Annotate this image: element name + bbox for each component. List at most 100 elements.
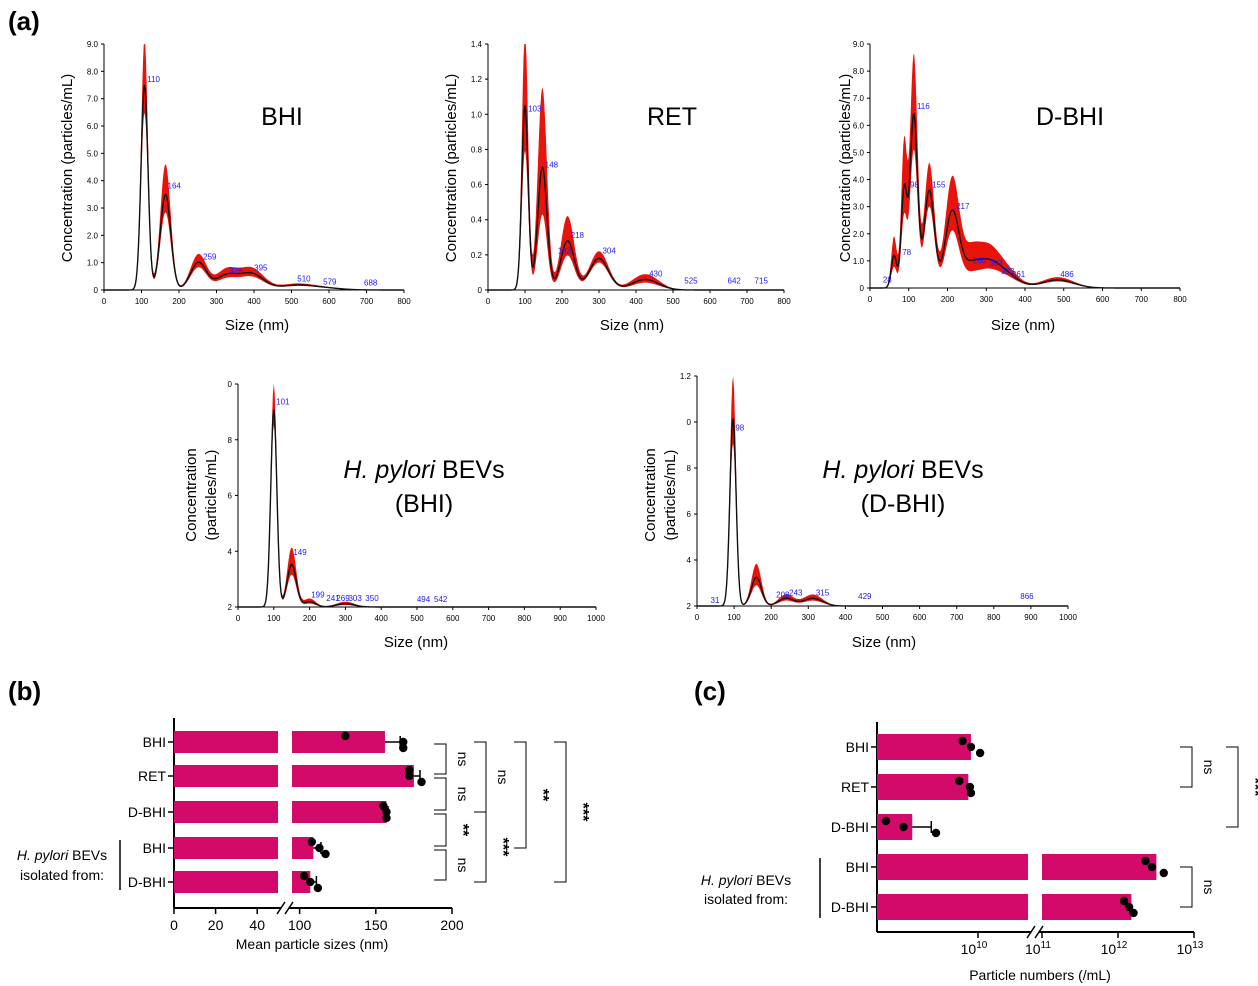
peak-label: 395: [254, 264, 268, 273]
y-tick-label: 6.0: [853, 121, 865, 130]
bar: [174, 801, 278, 823]
data-point: [899, 822, 908, 832]
y-tick-label: 0.2: [471, 251, 483, 260]
bar: [174, 765, 278, 787]
x-tick-label: 600: [322, 297, 336, 306]
peak-label: 241: [326, 594, 340, 603]
x-tick-label: 0: [486, 297, 491, 306]
data-point: [306, 877, 315, 887]
x-tick-label: 700: [740, 297, 754, 306]
peak-label: 217: [956, 202, 970, 211]
y-tick-label: 1.4: [471, 40, 483, 49]
x-tick-label: 900: [1024, 613, 1038, 622]
y-tick-label: 8: [687, 464, 692, 473]
significance-bracket: [1180, 866, 1193, 908]
x-tick-label: 800: [397, 297, 411, 306]
bar: [292, 731, 385, 753]
axis-break: [1026, 925, 1036, 939]
data-point: [881, 816, 891, 826]
x-tick-label: 500: [876, 613, 890, 622]
bar: [877, 734, 971, 760]
bar: [877, 854, 1028, 880]
y-axis-title: Concentration: [183, 448, 200, 541]
category-label: BHI: [846, 739, 869, 755]
bar: [1042, 894, 1132, 920]
peak-label: 430: [649, 269, 663, 278]
x-tick-label: 200: [303, 614, 317, 623]
x-tick-label: 200: [765, 613, 779, 622]
peak-label: 199: [311, 591, 325, 600]
sample-label: BHI: [261, 103, 303, 131]
x-tick-label: 0: [102, 297, 107, 306]
sample-label-line2: (D-BHI): [861, 490, 946, 518]
y-tick-label: 6.0: [87, 122, 99, 131]
peak-label: 642: [728, 276, 742, 285]
x-tick-label: 700: [1135, 295, 1149, 304]
data-point: [958, 736, 967, 746]
x-tick-label: 200: [440, 917, 464, 933]
peak-label: 688: [364, 279, 378, 288]
x-axis-title: Size (nm): [225, 317, 289, 334]
mean-curve: [697, 418, 1068, 607]
error-band: [238, 384, 596, 607]
peak-label: 260: [973, 256, 987, 265]
bar: [877, 894, 1028, 920]
x-tick-label: 40: [249, 917, 265, 933]
x-tick-label: 800: [987, 613, 1001, 622]
panel-label-b: (b): [8, 676, 41, 706]
data-point: [307, 837, 317, 847]
x-axis-title: Size (nm): [384, 634, 448, 651]
x-axis-title: Size (nm): [991, 317, 1055, 334]
x-tick-label: 100: [902, 295, 916, 304]
y-tick-label: 6: [228, 492, 233, 501]
data-point: [341, 731, 350, 741]
x-tick-label: 700: [950, 613, 964, 622]
x-tick-label: 300: [210, 297, 224, 306]
y-axis-title-line2: (particles/mL): [203, 450, 220, 541]
peak-label: 116: [917, 102, 930, 111]
data-point: [1159, 868, 1168, 878]
y-tick-label: 8: [228, 436, 233, 445]
y-tick-label: 4.0: [87, 177, 99, 186]
y-tick-label: 1.0: [87, 259, 99, 268]
data-point: [966, 742, 976, 752]
peak-label: 149: [293, 548, 307, 557]
significance-bracket: [434, 743, 447, 775]
x-tick-label: 200: [172, 297, 186, 306]
peak-label: 148: [545, 161, 559, 170]
x-tick-label: 500: [285, 297, 299, 306]
x-axis-title: Particle numbers (/mL): [969, 967, 1111, 983]
x-axis-title: Mean particle sizes (nm): [236, 936, 389, 952]
mean-curve: [238, 409, 596, 608]
y-axis-title: Concentration (particles/mL): [443, 74, 460, 262]
x-tick-label: 200: [941, 295, 955, 304]
x-tick-label: 0: [695, 613, 700, 622]
significance-bracket: [1180, 746, 1193, 788]
peak-label: 510: [297, 275, 311, 284]
peak-label: 542: [434, 595, 448, 604]
category-label: D-BHI: [831, 899, 869, 915]
peak-label: 103: [528, 104, 542, 113]
data-point: [1119, 896, 1129, 906]
mean-curve: [104, 84, 404, 291]
peak-label: 98: [735, 424, 744, 433]
y-tick-label: 1.2: [471, 75, 483, 84]
significance-label: ***: [574, 803, 591, 822]
y-tick-label: 4: [228, 547, 233, 556]
significance-bracket: [434, 813, 447, 847]
x-tick-label: 400: [839, 613, 853, 622]
x-tick-label: 100: [267, 614, 281, 623]
y-tick-label: 9.0: [87, 40, 99, 49]
nta-plot-5: 0 100 200 300 400 500 600 700 800 900 1000 2 4 6 8 0 1.2…: [642, 372, 1077, 651]
peak-label: 525: [684, 276, 698, 285]
nta-plot-4: 0 100 200 300 400 500 600 700 800 900 1000 2 4 6 8 0 101…: [183, 380, 605, 651]
data-point: [1147, 862, 1157, 872]
mean-curve: [488, 105, 784, 291]
peak-label: 164: [168, 182, 182, 191]
significance-label: ns: [455, 858, 471, 873]
x-tick-label: 800: [518, 614, 532, 623]
error-band: [488, 44, 784, 290]
peak-label: 303: [348, 594, 362, 603]
y-axis-title-line2: (particles/mL): [662, 450, 679, 541]
x-tick-label: 900: [554, 614, 568, 623]
